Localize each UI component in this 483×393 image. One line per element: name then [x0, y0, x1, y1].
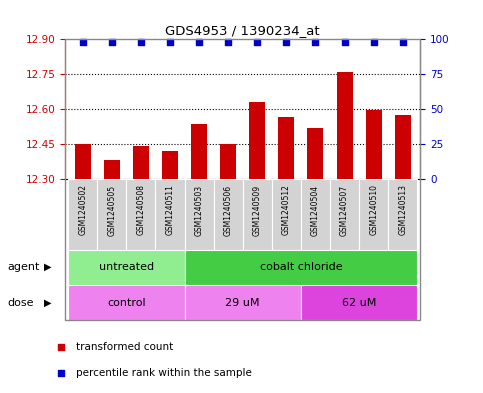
Point	[79, 39, 86, 45]
Bar	[278, 117, 294, 179]
Text: GSM1240511: GSM1240511	[166, 184, 174, 235]
Bar	[330, 179, 359, 250]
Text: GSM1240512: GSM1240512	[282, 184, 291, 235]
Point	[254, 39, 261, 45]
Text: GSM1240503: GSM1240503	[195, 184, 203, 235]
Bar	[133, 146, 149, 179]
Bar	[249, 102, 265, 179]
Bar	[104, 160, 120, 179]
Bar	[301, 179, 330, 250]
Text: GSM1240510: GSM1240510	[369, 184, 378, 235]
Text: GSM1240508: GSM1240508	[136, 184, 145, 235]
Bar	[337, 72, 353, 179]
Bar	[366, 110, 382, 179]
Bar	[243, 179, 272, 250]
Text: GSM1240502: GSM1240502	[78, 184, 87, 235]
Bar	[97, 179, 127, 250]
Text: ▶: ▶	[43, 262, 51, 272]
Text: 29 uM: 29 uM	[226, 298, 260, 308]
Point	[195, 39, 203, 45]
Bar	[127, 179, 156, 250]
Text: GSM1240509: GSM1240509	[253, 184, 262, 235]
Text: transformed count: transformed count	[76, 342, 173, 352]
Text: untreated: untreated	[99, 262, 154, 272]
Point	[312, 39, 319, 45]
Bar	[185, 285, 301, 320]
Point	[399, 39, 407, 45]
Bar	[68, 285, 185, 320]
Bar	[213, 179, 243, 250]
Bar	[162, 151, 178, 179]
Bar	[156, 179, 185, 250]
Text: 62 uM: 62 uM	[342, 298, 376, 308]
Bar	[301, 285, 417, 320]
Bar	[359, 179, 388, 250]
Bar	[220, 144, 236, 179]
Text: dose: dose	[7, 298, 34, 308]
Bar	[68, 250, 185, 285]
Point	[370, 39, 378, 45]
Text: GSM1240507: GSM1240507	[340, 184, 349, 235]
Text: GSM1240504: GSM1240504	[311, 184, 320, 235]
Bar	[388, 179, 417, 250]
Point	[108, 39, 115, 45]
Bar	[185, 179, 213, 250]
Bar	[75, 144, 91, 179]
Text: GSM1240506: GSM1240506	[224, 184, 233, 235]
Bar	[68, 179, 97, 250]
Text: control: control	[107, 298, 146, 308]
Bar	[308, 128, 324, 179]
Point	[137, 39, 145, 45]
Point	[224, 39, 232, 45]
Point	[283, 39, 290, 45]
Point	[341, 39, 348, 45]
Bar	[191, 124, 207, 179]
Text: GSM1240505: GSM1240505	[107, 184, 116, 235]
Title: GDS4953 / 1390234_at: GDS4953 / 1390234_at	[165, 24, 320, 37]
Text: GSM1240513: GSM1240513	[398, 184, 407, 235]
Point	[57, 344, 65, 350]
Text: agent: agent	[7, 262, 40, 272]
Bar	[185, 250, 417, 285]
Text: percentile rank within the sample: percentile rank within the sample	[76, 369, 252, 378]
Text: ▶: ▶	[43, 298, 51, 308]
Bar	[395, 115, 411, 179]
Text: cobalt chloride: cobalt chloride	[259, 262, 342, 272]
Bar	[272, 179, 301, 250]
Point	[57, 370, 65, 376]
Point	[166, 39, 174, 45]
